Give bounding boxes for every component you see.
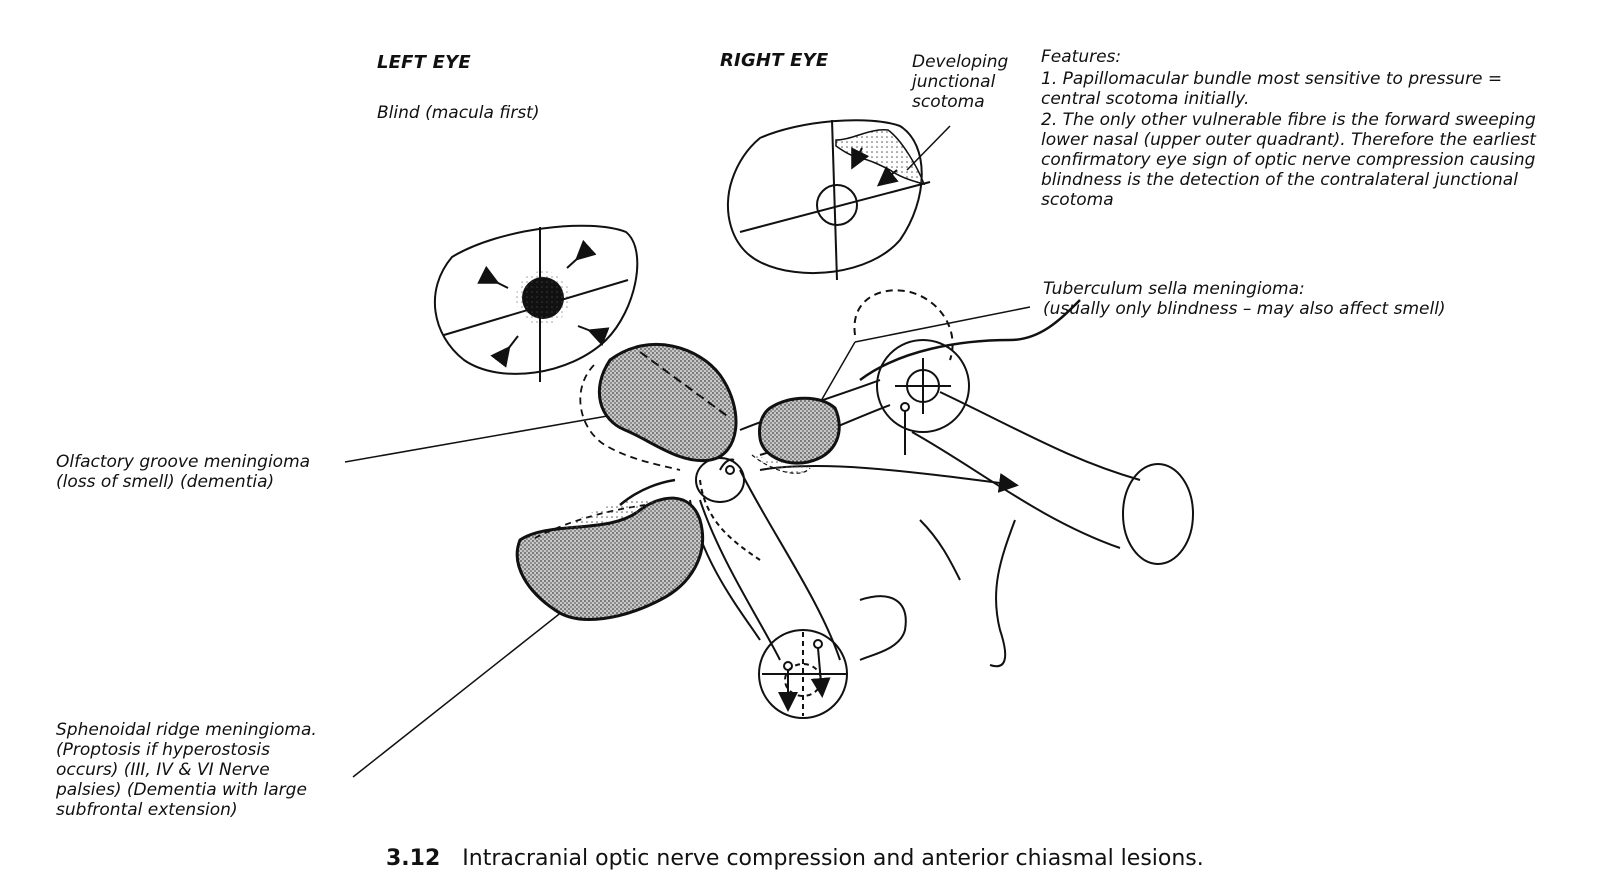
left-eye-subtitle: Blind (macula first) [377, 103, 540, 123]
arrow-icons [477, 239, 610, 368]
sphenoidal-ridge-meningioma [515, 478, 705, 621]
left-eye-field [433, 224, 639, 382]
left-eye-title: LEFT EYE [377, 52, 471, 73]
features-item-2: 2. The only other vulnerable fibre is th… [1041, 110, 1536, 210]
features-item-1: 1. Papillomacular bundle most sensitive … [1041, 69, 1503, 109]
developing-scotoma-label: Developing junctional scotoma [912, 52, 1009, 112]
tuberculum-sella-meningioma [751, 396, 841, 474]
figure-caption: 3.12 Intracranial optic nerve compression… [386, 846, 1204, 871]
olfactory-groove-meningioma [579, 343, 738, 471]
right-eye-field [726, 119, 931, 281]
sphenoidal-label: Sphenoidal ridge meningioma. (Proptosis … [56, 720, 317, 820]
features-heading: Features: [1041, 47, 1122, 67]
optic-pathways [689, 289, 1194, 719]
caption-number: 3.12 [386, 846, 441, 871]
right-eye-title: RIGHT EYE [720, 50, 829, 71]
caption-text: Intracranial optic nerve compression and… [462, 846, 1204, 871]
olfactory-label: Olfactory groove meningioma (loss of sme… [56, 452, 311, 492]
tuberculum-label: Tuberculum sella meningioma: (usually on… [1043, 279, 1446, 319]
